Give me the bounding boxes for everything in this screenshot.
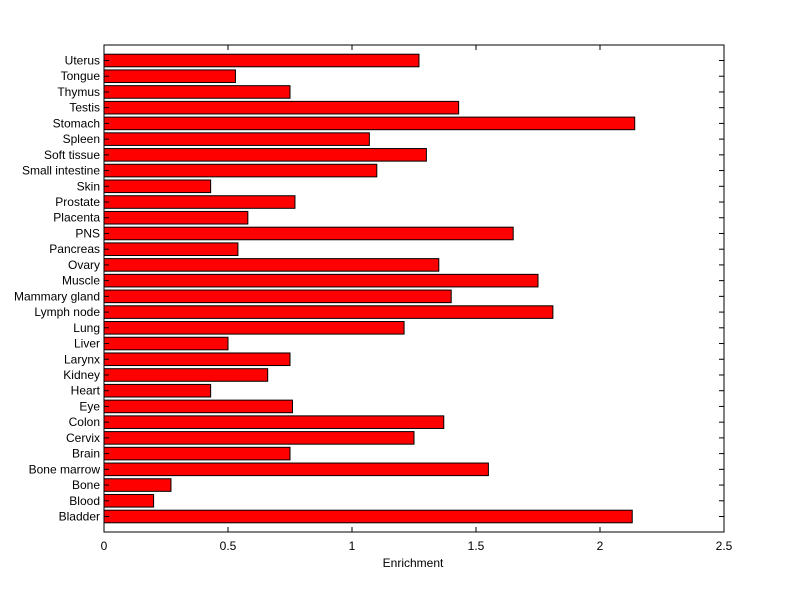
- bar-pancreas: [103, 242, 239, 256]
- bar-colon: [103, 415, 445, 429]
- x-tick-label: 2.5: [716, 539, 733, 553]
- x-tick-label: 1: [349, 539, 356, 553]
- y-tick-label-placenta: Placenta: [53, 211, 100, 225]
- y-tick-label-lung: Lung: [73, 321, 100, 335]
- y-tick-label-colon: Colon: [69, 415, 100, 429]
- bar-lung: [103, 321, 405, 335]
- x-tick-labels: 0 0.5 1 1.5 2 2.5: [101, 539, 733, 553]
- y-tick-label-lymph-node: Lymph node: [34, 305, 100, 319]
- bar-ovary: [103, 258, 440, 272]
- bar-liver: [103, 336, 229, 351]
- x-tick-label: 1.5: [468, 539, 485, 553]
- y-tick-label-kidney: Kidney: [63, 368, 100, 382]
- bar-placenta: [103, 210, 249, 225]
- bar-heart: [103, 383, 212, 398]
- bar-eye: [103, 399, 293, 414]
- y-tick-label-skin: Skin: [77, 179, 100, 193]
- y-tick-label-testis: Testis: [69, 101, 100, 115]
- y-tick-label-pancreas: Pancreas: [49, 242, 100, 256]
- bar-kidney: [103, 368, 269, 382]
- plot-frame: [103, 44, 725, 533]
- y-tick-label-pns: PNS: [75, 226, 100, 240]
- bar-lymph-node: [103, 305, 554, 319]
- x-axis-label: Enrichment: [383, 556, 444, 570]
- y-tick-label-tongue: Tongue: [61, 69, 101, 83]
- y-tick-label-bone: Bone: [72, 478, 100, 492]
- y-tick-label-bone-marrow: Bone marrow: [29, 462, 101, 476]
- bar-larynx: [103, 352, 291, 367]
- bar-skin: [103, 179, 212, 194]
- bar-uterus: [103, 53, 420, 68]
- bar-cervix: [103, 431, 415, 445]
- bar-thymus: [103, 85, 291, 99]
- bar-pns: [103, 226, 514, 241]
- y-tick-label-larynx: Larynx: [64, 352, 100, 366]
- y-tick-label-brain: Brain: [72, 447, 100, 461]
- bar-bladder: [103, 509, 633, 524]
- y-tick-label-cervix: Cervix: [66, 431, 100, 445]
- bar-bone: [103, 478, 172, 492]
- y-tick-label-muscle: Muscle: [62, 274, 100, 288]
- bar-brain: [103, 446, 291, 461]
- bar-tongue: [103, 69, 236, 84]
- y-tick-label-eye: Eye: [79, 399, 100, 413]
- y-tick-label-small-intestine: Small intestine: [22, 164, 100, 178]
- bar-blood: [103, 493, 155, 508]
- bar-muscle: [103, 273, 539, 288]
- bar-testis: [103, 100, 460, 115]
- y-tick-label-heart: Heart: [71, 384, 101, 398]
- y-tick-label-thymus: Thymus: [57, 85, 100, 99]
- y-tick-label-soft-tissue: Soft tissue: [44, 148, 100, 162]
- bar-mammary-gland: [103, 289, 452, 304]
- y-tick-label-uterus: Uterus: [65, 54, 100, 68]
- y-tick-label-prostate: Prostate: [55, 195, 100, 209]
- y-tick-label-bladder: Bladder: [59, 510, 100, 524]
- y-tick-label-blood: Blood: [69, 494, 100, 508]
- bar-prostate: [103, 195, 296, 209]
- y-tick-label-liver: Liver: [74, 337, 100, 351]
- x-tick-label: 0.5: [220, 539, 237, 553]
- x-tick-label: 2: [597, 539, 604, 553]
- y-tick-label-spleen: Spleen: [63, 132, 100, 146]
- bar-spleen: [103, 132, 370, 146]
- y-tick-label-stomach: Stomach: [53, 116, 100, 130]
- bar-small-intestine: [103, 163, 378, 178]
- bar-bone-marrow: [103, 462, 489, 477]
- x-tick-label: 0: [101, 539, 108, 553]
- y-tick-label-mammary-gland: Mammary gland: [14, 289, 100, 303]
- bar-stomach: [103, 116, 636, 131]
- ticks-group: [103, 45, 725, 532]
- bar-soft-tissue: [103, 148, 427, 162]
- y-tick-label-ovary: Ovary: [68, 258, 100, 272]
